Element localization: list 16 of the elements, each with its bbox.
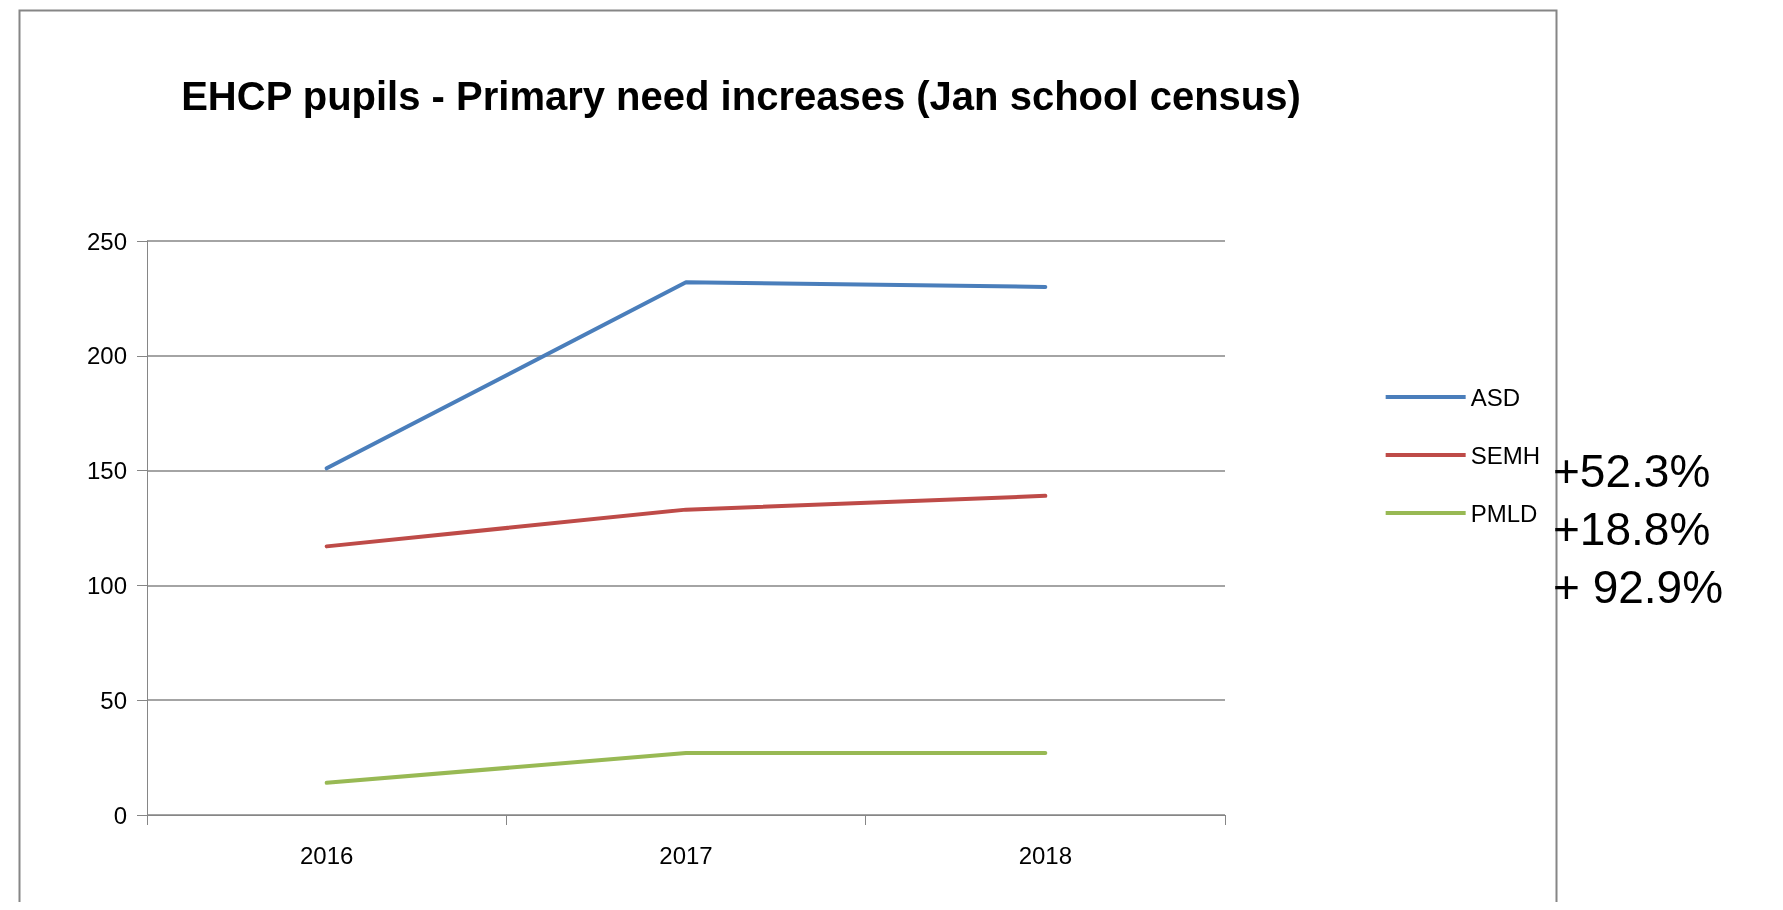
x-tick-label: 2017 (659, 841, 713, 869)
y-tick-label: 150 (86, 457, 127, 485)
y-tick-label: 0 (113, 801, 127, 829)
text: + 92.9% (1553, 561, 1724, 613)
legend-label: SEMH (1470, 441, 1540, 469)
y-tick-label: 100 (86, 571, 127, 599)
text: +18.8% (1553, 503, 1711, 555)
legend-label: ASD (1470, 383, 1521, 411)
legend-label: PMLD (1470, 499, 1538, 527)
y-tick-label: 50 (100, 686, 127, 714)
y-tick-label: 200 (86, 342, 127, 370)
text: +52.3% (1553, 445, 1711, 497)
x-tick-label: 2016 (299, 841, 354, 869)
x-tick-label: 2018 (1018, 841, 1073, 869)
chart-title: EHCP pupils - Primary need increases (Jan school census) (181, 74, 1301, 118)
y-tick-label: 250 (86, 227, 127, 255)
